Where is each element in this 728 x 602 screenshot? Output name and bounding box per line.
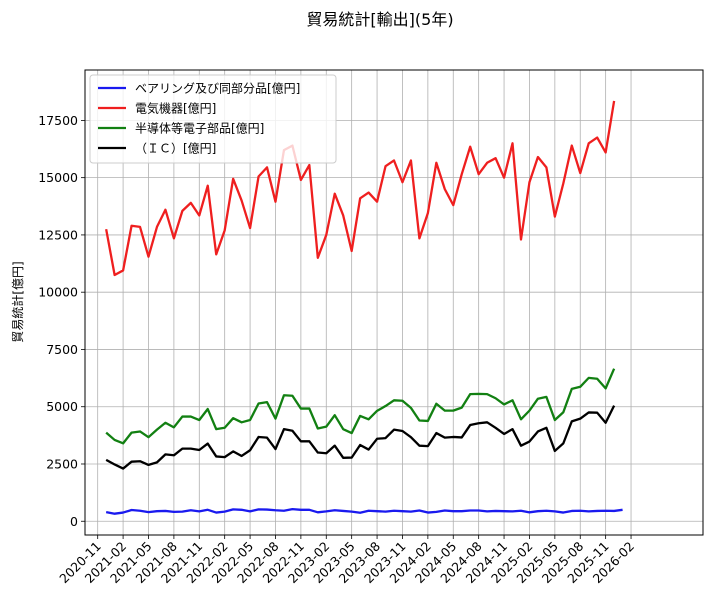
x-axis: 2020-112021-022021-052021-082021-112022-… <box>56 535 637 586</box>
plot-frame <box>84 69 704 536</box>
legend-label: （ＩＣ）[億円] <box>135 142 216 156</box>
legend-label: 電気機器[億円] <box>135 101 216 116</box>
legend-label: 半導体等電子部品[億円] <box>135 121 264 136</box>
series-line-0 <box>105 507 623 515</box>
legend-box <box>89 74 337 164</box>
y-tick-label: 7500 <box>46 342 78 357</box>
y-tick-label: 0 <box>70 514 78 529</box>
legend-label: ベアリング及び同部分品[億円] <box>135 81 300 96</box>
series-line-3 <box>105 405 616 470</box>
legend: ベアリング及び同部分品[億円] 電気機器[億円] 半導体等電子部品[億円] （ＩＣ）[… <box>89 74 337 164</box>
y-tick-label: 15000 <box>38 170 78 185</box>
y-tick-label: 10000 <box>38 285 78 300</box>
y-tick-label: 17500 <box>38 113 78 128</box>
y-tick-label: 5000 <box>46 399 78 414</box>
y-axis: 0 2500 5000 7500 10000 12500 15000 17500 <box>38 113 85 529</box>
chart-title: 貿易統計[輸出](5年) <box>306 10 453 29</box>
y-tick-label: 12500 <box>38 227 78 242</box>
y-axis-label: 貿易統計[億円] <box>10 261 25 342</box>
series-line-2 <box>105 368 616 445</box>
y-tick-label: 2500 <box>46 456 78 471</box>
series-line-1 <box>105 100 616 277</box>
series-layer <box>105 100 623 515</box>
